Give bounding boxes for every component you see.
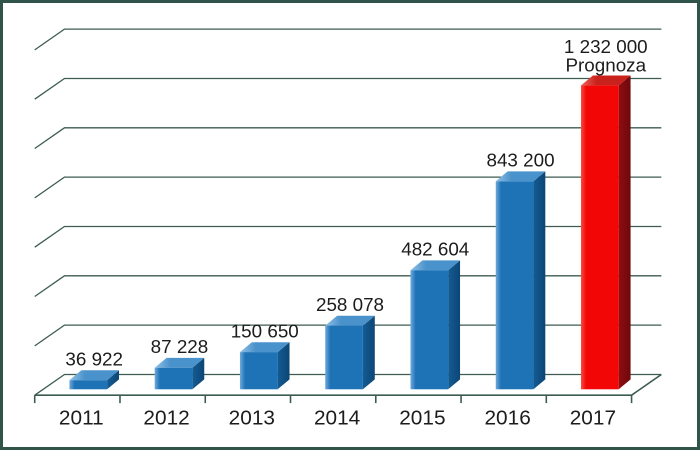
bar-value-label: 482 604 (401, 238, 469, 259)
bar-top-face (325, 315, 375, 326)
bar-2012 (154, 357, 205, 390)
bar-value-label: 843 200 (486, 150, 554, 171)
bar-top-face (410, 260, 461, 271)
gridline (34, 373, 662, 396)
bar-2011 (69, 370, 119, 390)
bar-front-face (69, 380, 108, 390)
floor-right-edge (631, 373, 662, 396)
bar-side-face (192, 357, 205, 390)
bar-side-face (618, 75, 631, 390)
bar-value-label: 150 650 (231, 320, 299, 341)
bar-2014 (325, 315, 375, 390)
bar-value-label: 36 922 (65, 348, 123, 369)
gridlines (34, 28, 662, 396)
x-axis (33, 373, 662, 404)
bar-front-face (410, 270, 449, 390)
bar-side-face (277, 342, 290, 390)
x-axis-category-label: 2015 (399, 406, 445, 429)
x-axis-category-label: 2011 (59, 406, 104, 429)
x-axis-category-label: 2016 (484, 406, 530, 429)
bar-front-face (495, 181, 534, 390)
x-axis-category-label: 2014 (314, 406, 360, 429)
bar-top-face (239, 342, 290, 353)
gridline (34, 225, 662, 248)
bar-side-face (533, 171, 546, 390)
bar-top-face (581, 75, 631, 86)
gridline (34, 324, 662, 347)
bar-side-face (362, 315, 375, 390)
bar-front-face (239, 352, 278, 390)
bar-front-face (154, 367, 193, 390)
bar-side-face (448, 260, 461, 390)
bar-value-label: 87 228 (151, 336, 209, 357)
bar-side-face (107, 370, 119, 390)
x-axis-category-label: 2013 (229, 406, 275, 429)
gridline (34, 127, 662, 150)
bar-value-label: 258 078 (316, 294, 384, 315)
bar-top-face (495, 171, 546, 182)
bar-annotation-label: Prognoza (565, 55, 646, 76)
bar-2013 (239, 342, 290, 390)
bar-front-face (325, 325, 363, 390)
bar-2016 (495, 171, 546, 390)
bar-value-label: 1 232 000 (564, 36, 648, 57)
x-axis-category-label: 2012 (143, 406, 189, 429)
bar-2017 (581, 75, 631, 390)
gridline (34, 176, 662, 199)
x-axis-category-label: 2017 (570, 406, 616, 429)
bar-2015 (410, 260, 461, 390)
bar-top-face (69, 370, 119, 381)
bar-top-face (154, 357, 205, 368)
gridline (34, 275, 662, 298)
gridline (34, 28, 662, 51)
bar-chart-3d: 36 922 2011 87 228 2012 150 650 2013 258 078 20… (33, 28, 662, 429)
gridline (34, 77, 662, 100)
bar-front-face (581, 85, 619, 390)
